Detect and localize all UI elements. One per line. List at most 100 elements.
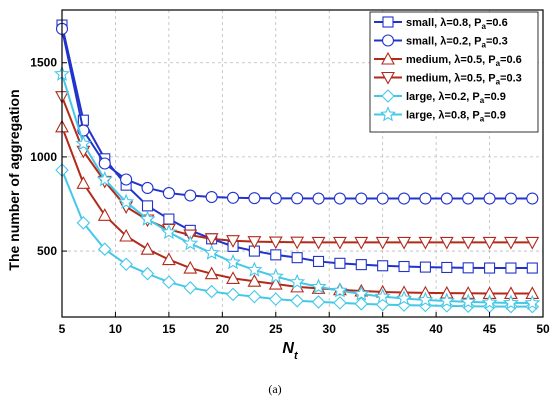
data-point bbox=[504, 192, 517, 205]
x-tick-label: 50 bbox=[536, 322, 550, 336]
data-point bbox=[268, 236, 283, 250]
series-layer bbox=[53, 19, 541, 314]
data-point bbox=[268, 276, 283, 290]
legend-entry: large, λ=0.2, Pa=0.9 bbox=[374, 89, 506, 105]
data-point bbox=[333, 192, 346, 205]
data-point bbox=[247, 274, 262, 287]
data-point bbox=[163, 213, 175, 225]
legend-marker bbox=[379, 106, 397, 122]
x-axis-title-main: N bbox=[282, 340, 294, 357]
data-point bbox=[139, 210, 156, 226]
axis-ticks: 5 10 15 20 25 30 35 40 45 50 500 1000 1500 bbox=[30, 56, 550, 336]
data-point bbox=[526, 192, 539, 205]
data-point bbox=[331, 282, 348, 298]
data-point bbox=[226, 235, 240, 248]
data-point bbox=[440, 192, 453, 205]
data-point bbox=[141, 181, 154, 195]
data-point bbox=[76, 176, 91, 189]
data-point bbox=[353, 285, 370, 301]
data-point bbox=[204, 284, 219, 299]
data-point bbox=[226, 191, 240, 204]
series-2 bbox=[55, 22, 539, 205]
data-point bbox=[334, 257, 346, 269]
data-point bbox=[76, 216, 91, 230]
data-point bbox=[246, 261, 263, 277]
x-tick-label: 30 bbox=[323, 322, 337, 336]
legend-entry: small, λ=0.8, Pa=0.6 bbox=[374, 16, 508, 31]
data-point bbox=[333, 296, 347, 310]
data-point bbox=[374, 288, 391, 304]
data-point bbox=[184, 189, 197, 202]
data-point bbox=[419, 261, 431, 273]
legend-box bbox=[369, 11, 539, 133]
x-axis-title: Nt bbox=[282, 340, 299, 362]
data-point bbox=[312, 192, 325, 205]
data-point bbox=[397, 236, 411, 250]
legend-marker bbox=[381, 34, 395, 47]
series-6 bbox=[53, 65, 541, 310]
data-point bbox=[97, 208, 112, 221]
data-point bbox=[141, 200, 154, 212]
data-point bbox=[98, 157, 111, 170]
data-point bbox=[481, 294, 498, 310]
data-point bbox=[482, 236, 497, 250]
data-point bbox=[269, 192, 282, 205]
x-axis-title-subscript: t bbox=[294, 350, 299, 362]
data-point bbox=[161, 252, 176, 266]
data-point bbox=[204, 266, 219, 280]
data-point bbox=[291, 252, 303, 264]
data-point bbox=[162, 275, 176, 289]
data-point bbox=[462, 192, 475, 205]
x-tick-label: 45 bbox=[483, 322, 497, 336]
data-point bbox=[247, 289, 262, 304]
figure-caption: (a) bbox=[268, 382, 282, 396]
data-point bbox=[96, 171, 113, 187]
grid-lines bbox=[62, 10, 543, 317]
data-point bbox=[354, 297, 369, 311]
legend-label: medium, λ=0.5, Pa=0.6 bbox=[406, 54, 522, 68]
data-point bbox=[162, 187, 175, 200]
legend-entry: large, λ=0.8, Pa=0.9 bbox=[374, 106, 506, 124]
data-point bbox=[418, 236, 433, 250]
data-point bbox=[376, 192, 389, 205]
data-point bbox=[462, 262, 474, 274]
x-tick-label: 5 bbox=[59, 322, 66, 336]
legend-marker bbox=[382, 16, 394, 28]
data-point bbox=[291, 192, 304, 205]
data-point bbox=[290, 294, 304, 308]
data-point bbox=[75, 135, 92, 151]
data-point bbox=[505, 262, 517, 274]
data-point bbox=[311, 295, 326, 309]
x-tick-label: 35 bbox=[376, 322, 390, 336]
data-point bbox=[247, 236, 262, 249]
data-point bbox=[226, 271, 240, 284]
data-point bbox=[268, 292, 283, 306]
legend-entry: medium, λ=0.5, Pa=0.6 bbox=[374, 51, 522, 68]
x-tick-label: 25 bbox=[269, 322, 283, 336]
x-tick-label: 10 bbox=[109, 322, 123, 336]
legend-marker bbox=[381, 89, 395, 103]
data-point bbox=[119, 257, 133, 272]
plot-frame bbox=[61, 9, 544, 318]
data-point bbox=[311, 236, 326, 250]
x-tick-label: 20 bbox=[216, 322, 230, 336]
data-point bbox=[332, 236, 347, 250]
data-point bbox=[97, 242, 112, 256]
data-point bbox=[310, 278, 327, 294]
data-point bbox=[525, 236, 540, 250]
data-point bbox=[182, 235, 199, 251]
series-4 bbox=[55, 91, 540, 250]
legend-label: small, λ=0.2, Pa=0.3 bbox=[406, 36, 508, 50]
data-point bbox=[289, 273, 306, 289]
data-point bbox=[355, 192, 368, 205]
y-tick-label: 1500 bbox=[30, 56, 57, 70]
data-point bbox=[504, 236, 518, 250]
legend-marker bbox=[381, 51, 395, 65]
data-point bbox=[267, 268, 284, 284]
data-point bbox=[183, 281, 198, 295]
legend-label: small, λ=0.8, Pa=0.6 bbox=[406, 17, 508, 31]
data-point bbox=[140, 242, 155, 255]
y-tick-label: 500 bbox=[37, 244, 57, 258]
data-point bbox=[204, 233, 219, 246]
legend: small, λ=0.8, Pa=0.6 small, λ=0.2, Pa=0.3… bbox=[369, 11, 539, 133]
